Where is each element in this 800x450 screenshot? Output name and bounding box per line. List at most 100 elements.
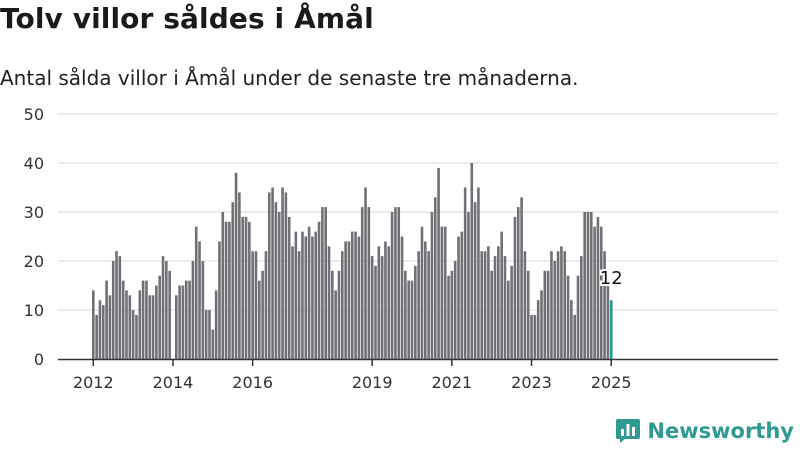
bar [151,295,155,359]
bar [357,236,361,359]
bar [364,187,367,359]
bar [566,275,570,359]
y-tick-label: 0 [34,350,44,369]
bar [467,212,470,359]
bar [95,314,98,359]
bar [394,207,397,359]
chart-subtitle: Antal sålda villor i Åmål under de senas… [0,66,579,90]
data-labels: 12 [598,266,625,291]
bar [258,280,261,359]
bar [603,251,606,359]
bar [493,256,497,359]
bar [198,241,201,359]
bar [580,256,583,359]
bar [500,231,503,359]
bar [510,265,513,359]
bar [131,310,135,359]
bar [188,280,191,359]
bar [284,192,288,359]
bar [354,231,357,359]
bar [98,300,102,359]
bar [360,207,364,359]
bar [536,300,540,359]
bar [526,270,530,359]
bar [573,314,576,359]
bar [317,221,321,359]
last-value-label: 12 [600,268,623,289]
bar [427,251,430,359]
bar [513,216,517,359]
bar [135,314,138,359]
bar [540,290,543,359]
bar [261,270,264,359]
bar [281,187,284,359]
x-tick-label: 2016 [232,373,273,392]
bar [191,261,195,359]
x-tick-label: 2012 [73,373,114,392]
bar [350,231,354,359]
bar [181,285,185,359]
bar [430,212,434,359]
bar [407,280,410,359]
bar [248,221,251,359]
bar [321,207,324,359]
y-tick-label: 20 [24,252,44,271]
bar [334,290,337,359]
bar [606,285,610,359]
bar [560,246,563,359]
bar [507,280,510,359]
bar [251,251,254,359]
bar [470,163,474,359]
bar [497,246,500,359]
bar [148,295,152,359]
bar [264,251,268,359]
bar [337,270,341,359]
bar [304,236,308,359]
bar [178,285,181,359]
bar [553,261,557,359]
chart-title: Tolv villor såldes i Åmål [0,2,374,35]
bar [194,226,198,359]
bar-highlighted [609,300,613,359]
bar [397,207,401,359]
bar [457,236,460,359]
bar [105,280,108,359]
bar [145,280,148,359]
bar [583,212,586,359]
bar [108,295,112,359]
bar [168,270,171,359]
bar [111,261,115,359]
bar [490,270,493,359]
y-tick-label: 40 [24,154,44,173]
bar [141,280,145,359]
bar [460,231,464,359]
bar [450,270,454,359]
bar [503,256,507,359]
bar [161,256,165,359]
bar [118,256,122,359]
bar [238,192,241,359]
bar [115,251,118,359]
bar [543,270,547,359]
bar [92,290,95,359]
bar [211,329,215,359]
bar [596,216,600,359]
bar [447,275,450,359]
bar [121,280,125,359]
bar [175,295,178,359]
bar [480,251,484,359]
bar [400,236,404,359]
bar [234,172,238,359]
bar [101,305,105,359]
bar [370,256,374,359]
bar [244,216,248,359]
bar [307,226,311,359]
bar [341,251,344,359]
bar [599,226,603,359]
bar [184,280,188,359]
bar [274,202,278,359]
bar [208,310,211,359]
bar [473,202,477,359]
bar [214,290,218,359]
